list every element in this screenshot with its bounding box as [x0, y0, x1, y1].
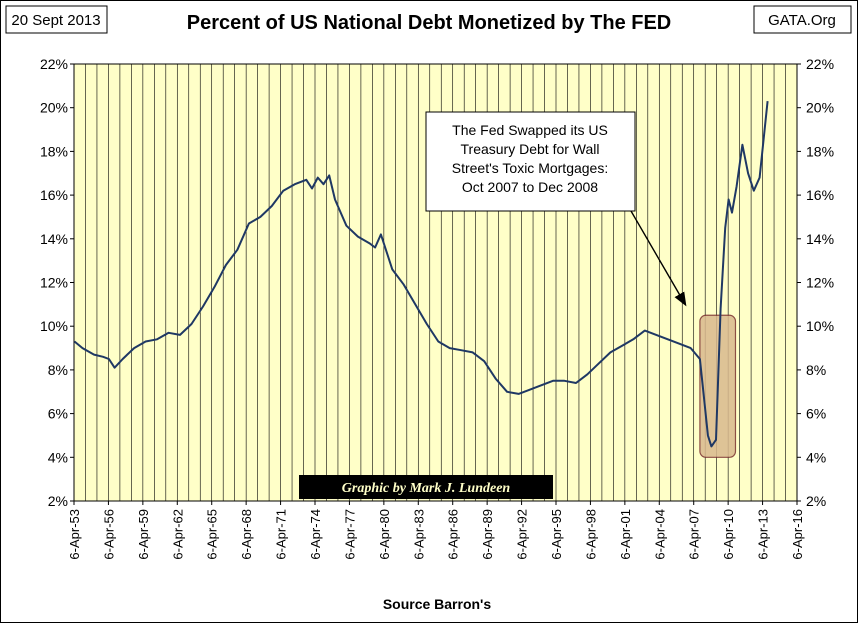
x-tick-label: 6-Apr-95 — [549, 509, 564, 560]
x-tick-label: 6-Apr-10 — [721, 509, 736, 560]
y-tick-label: 20% — [40, 100, 68, 116]
x-tick-label: 6-Apr-65 — [205, 509, 220, 560]
x-tick-label: 6-Apr-13 — [756, 509, 771, 560]
y-tick-label: 4% — [48, 449, 68, 465]
x-tick-label: 6-Apr-89 — [480, 509, 495, 560]
y-tick-label-right: 2% — [806, 493, 826, 509]
y-tick-label-right: 14% — [806, 231, 834, 247]
y-tick-label-right: 16% — [806, 187, 834, 203]
callout-line-2: Treasury Debt for Wall — [461, 141, 600, 157]
chart-title: Percent of US National Debt Monetized by… — [187, 12, 672, 34]
y-tick-label-right: 18% — [806, 143, 834, 159]
y-axis-right: 2% 4% 6% 8% 10% 12% 14% 16% 18% 20% 22% — [797, 56, 834, 509]
credit-label: Graphic by Mark J. Lundeen — [342, 481, 511, 496]
callout-line-4: Oct 2007 to Dec 2008 — [462, 179, 598, 195]
callout-line-3: Street's Toxic Mortgages: — [452, 160, 608, 176]
x-tick-label: 6-Apr-62 — [170, 509, 185, 560]
date-label: 20 Sept 2013 — [11, 12, 100, 29]
y-tick-label: 14% — [40, 231, 68, 247]
callout-arrow — [630, 210, 687, 307]
y-tick-label: 10% — [40, 318, 68, 334]
y-tick-label-right: 10% — [806, 318, 834, 334]
y-tick-label-right: 8% — [806, 362, 826, 378]
y-tick-label: 16% — [40, 187, 68, 203]
x-tick-label: 6-Apr-71 — [274, 509, 289, 560]
series-line-monetized-debt — [73, 100, 769, 448]
credit-banner — [299, 475, 553, 499]
date-box — [5, 5, 108, 34]
x-tick-label: 6-Apr-59 — [136, 509, 151, 560]
y-tick-label: 8% — [48, 362, 68, 378]
callout-line-1: The Fed Swapped its US — [452, 122, 608, 138]
y-tick-label-right: 20% — [806, 100, 834, 116]
y-tick-label-right: 6% — [806, 406, 826, 422]
x-tick-label: 6-Apr-98 — [583, 509, 598, 560]
x-tick-label: 6-Apr-74 — [308, 509, 323, 560]
callout-box — [425, 111, 636, 212]
y-tick-label-right: 12% — [806, 275, 834, 291]
x-tick-label: 6-Apr-92 — [515, 509, 530, 560]
x-axis-title: Source Barron's — [383, 596, 492, 612]
source-box — [753, 5, 852, 34]
y-tick-label: 12% — [40, 275, 68, 291]
x-tick-label: 6-Apr-04 — [652, 509, 667, 560]
x-tick-label: 6-Apr-68 — [239, 509, 254, 560]
x-tick-label: 6-Apr-16 — [790, 509, 805, 560]
x-tick-label: 6-Apr-86 — [446, 509, 461, 560]
x-tick-label: 6-Apr-01 — [618, 509, 633, 560]
x-tick-label: 6-Apr-56 — [101, 509, 116, 560]
x-tick-label: 6-Apr-77 — [342, 509, 357, 560]
x-axis: 6-Apr-53 6-Apr-56 6-Apr-59 6-Apr-62 6-Apr-65… — [67, 501, 805, 560]
y-tick-label-right: 22% — [806, 56, 834, 72]
y-tick-label-right: 4% — [806, 449, 826, 465]
source-site-label: GATA.Org — [768, 12, 836, 29]
y-tick-label: 6% — [48, 406, 68, 422]
y-tick-label: 18% — [40, 143, 68, 159]
x-tick-label: 6-Apr-07 — [687, 509, 702, 560]
y-axis-left: 2% 4% 6% 8% 10% 12% 14% 16% 18% 20% 22% — [40, 56, 74, 509]
x-tick-label: 6-Apr-53 — [67, 509, 82, 560]
x-tick-label: 6-Apr-80 — [377, 509, 392, 560]
y-tick-label: 2% — [48, 493, 68, 509]
x-tick-label: 6-Apr-83 — [411, 509, 426, 560]
y-tick-label: 22% — [40, 56, 68, 72]
